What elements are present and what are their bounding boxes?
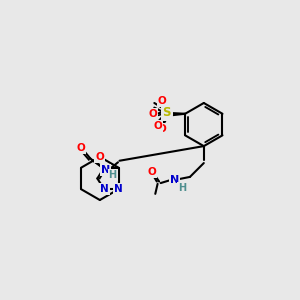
Text: O: O: [95, 152, 104, 162]
Text: N: N: [114, 184, 123, 194]
Text: H: H: [109, 169, 117, 180]
Text: S: S: [162, 106, 171, 119]
Text: O: O: [158, 96, 167, 106]
Text: N: N: [170, 175, 179, 185]
Text: N: N: [101, 165, 110, 175]
Text: O: O: [76, 143, 85, 153]
Text: N: N: [100, 184, 109, 194]
Text: H: H: [178, 183, 186, 193]
Text: O: O: [158, 124, 167, 134]
Text: O: O: [148, 109, 157, 119]
Text: O: O: [153, 121, 162, 131]
Text: O: O: [147, 167, 156, 176]
Text: S: S: [164, 110, 172, 120]
